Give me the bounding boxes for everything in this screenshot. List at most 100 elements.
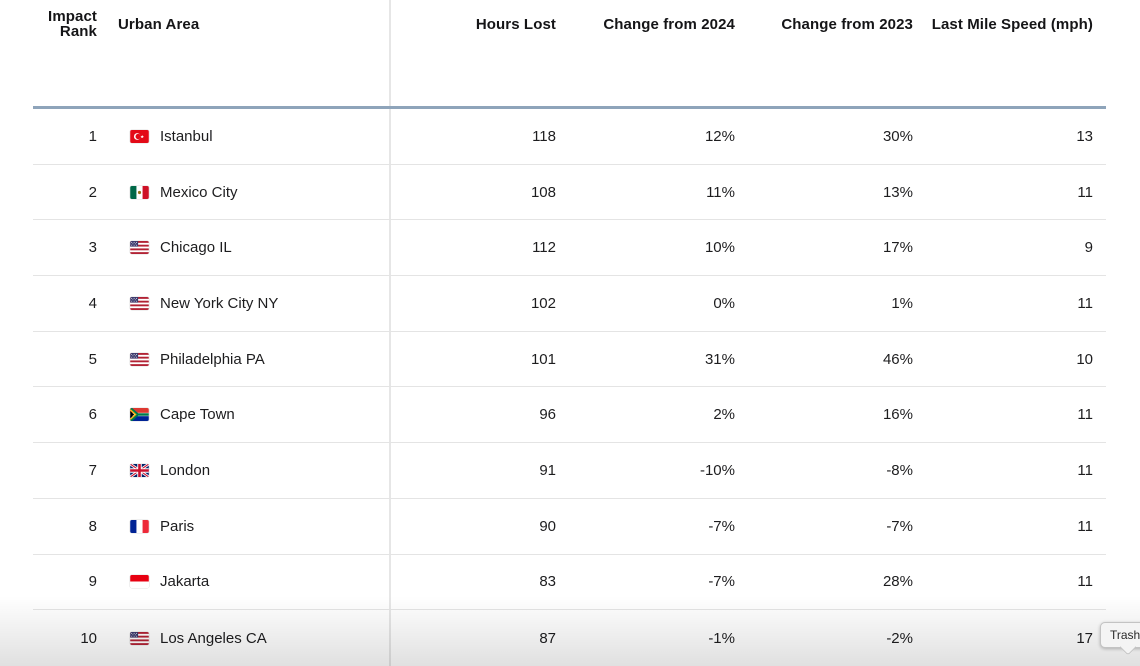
table-row: 6 Cape Town 96 2% 16% 11 [33,387,1106,444]
change-2024-value: 11% [706,183,735,201]
last-mile-speed-header-label: Last Mile Speed (mph) [931,15,1093,33]
flag-usa-icon [130,241,149,255]
change-2024-value: 2% [713,406,735,424]
hours-lost-header-label: Hours Lost [475,15,556,33]
hours-lost-value: 108 [530,183,556,201]
table-row: 9 Jakarta 83 -7% 28% 11 [33,555,1106,611]
urban-area-label: Istanbul [160,127,213,145]
urban-area-cell: Paris [97,518,390,535]
impact-rank-value: 3 [88,239,97,257]
hours-lost-value: 87 [539,629,556,647]
last-mile-speed-value: 10 [1076,350,1093,368]
impact-rank-header-line2: Rank [59,23,97,40]
change-2024-header-label: Change from 2024 [603,15,735,33]
impact-rank-value: 5 [88,350,97,368]
urban-area-label: London [160,461,211,479]
table-header-row: Impact Rank Urban Area Hours Lost Change… [33,0,1106,109]
table-row: 5 Philadelphia PA 101 31% 46% 10 [33,332,1106,388]
flag-indonesia-icon [130,575,149,589]
hours-lost-value: 118 [532,127,556,145]
last-mile-speed-value: 9 [1084,239,1093,257]
table-row: 8 Paris 90 -7% -7% 11 [33,499,1106,555]
traffic-impact-table: Impact Rank Urban Area Hours Lost Change… [33,0,1106,666]
urban-area-cell: New York City NY [97,295,390,312]
urban-area-cell: Jakarta [97,573,390,590]
flag-uk-icon [130,463,149,477]
change-2023-value: 13% [882,183,913,201]
urban-area-label: Chicago IL [160,239,232,257]
urban-area-cell: Chicago IL [97,239,390,256]
change-2023-value: 1% [891,294,913,312]
urban-area-cell: Mexico City [97,184,390,201]
last-mile-speed-value: 11 [1077,294,1093,312]
table-row: 10 Los Angeles CA 87 -1% -2% 17 [33,610,1106,666]
change-2024-value: -10% [699,461,735,479]
flag-mexico-icon [130,185,149,199]
table-row: 1 Istanbul 118 12% 30% 13 [33,109,1106,165]
change-2023-value: -2% [886,629,913,647]
urban-area-header-label: Urban Area [118,15,200,33]
change-2023-value: 16% [882,406,913,424]
flag-usa-icon [130,296,149,310]
last-mile-speed-value: 11 [1077,406,1093,424]
hours-lost-value: 96 [539,406,556,424]
urban-area-cell: Istanbul [97,128,390,145]
change-2023-value: 46% [882,350,913,368]
trash-tooltip: Trash [1100,622,1140,656]
hours-lost-value: 101 [530,350,556,368]
change-2024-value: -7% [708,517,735,535]
change-2023-value: -8% [886,461,913,479]
impact-rank-value: 7 [88,461,97,479]
impact-rank-header-line1: Impact [48,8,97,25]
column-header-urban-area: Urban Area [97,8,390,40]
urban-area-cell: Los Angeles CA [97,630,390,647]
impact-rank-value: 4 [88,294,97,312]
impact-rank-value: 2 [88,183,97,201]
column-header-impact-rank: Impact Rank [33,8,97,40]
hours-lost-value: 112 [532,239,556,257]
urban-area-cell: Philadelphia PA [97,351,390,368]
hours-lost-value: 90 [539,517,556,535]
last-mile-speed-value: 11 [1077,517,1093,535]
urban-area-column-divider [389,0,391,666]
urban-area-label: Philadelphia PA [160,350,265,368]
change-2024-value: 0% [713,294,735,312]
urban-area-label: Los Angeles CA [160,629,267,647]
flag-south-africa-icon [130,408,149,422]
table-row: 2 Mexico City 108 11% 13% 11 [33,165,1106,221]
change-2024-value: 12% [704,127,735,145]
urban-area-label: Jakarta [160,573,210,591]
urban-area-label: Cape Town [160,406,235,424]
change-2023-value: 28% [882,573,913,591]
urban-area-cell: Cape Town [97,406,390,423]
impact-rank-value: 6 [88,406,97,424]
change-2024-value: 10% [704,239,735,257]
table-row: 4 New York City NY 102 0% 1% 11 [33,276,1106,332]
change-2023-value: 30% [882,127,913,145]
impact-rank-value: 1 [88,127,97,145]
table-body: 1 Istanbul 118 12% 30% 13 2 Mexico City … [33,109,1106,666]
flag-usa-icon [130,352,149,366]
last-mile-speed-value: 13 [1076,127,1093,145]
change-2023-header-label: Change from 2023 [781,15,913,33]
flag-france-icon [130,519,149,533]
column-header-last-mile-speed: Last Mile Speed (mph) [913,8,1106,40]
table-row: 3 Chicago IL 112 10% 17% 9 [33,220,1106,277]
column-header-change-2024: Change from 2024 [556,8,735,40]
change-2024-value: -1% [708,629,735,647]
flag-turkey-icon [130,129,149,143]
change-2024-value: 31% [704,350,735,368]
last-mile-speed-value: 11 [1077,183,1093,201]
urban-area-cell: London [97,462,390,479]
last-mile-speed-value: 11 [1077,461,1093,479]
change-2024-value: -7% [708,573,735,591]
urban-area-label: Mexico City [160,183,238,201]
trash-tooltip-label: Trash [1110,628,1140,642]
urban-area-label: New York City NY [160,294,279,312]
column-header-change-2023: Change from 2023 [735,8,913,40]
urban-area-label: Paris [160,517,195,535]
impact-rank-value: 9 [88,573,97,591]
table-row: 7 London 91 -10% -8% 11 [33,443,1106,499]
hours-lost-value: 102 [530,294,556,312]
